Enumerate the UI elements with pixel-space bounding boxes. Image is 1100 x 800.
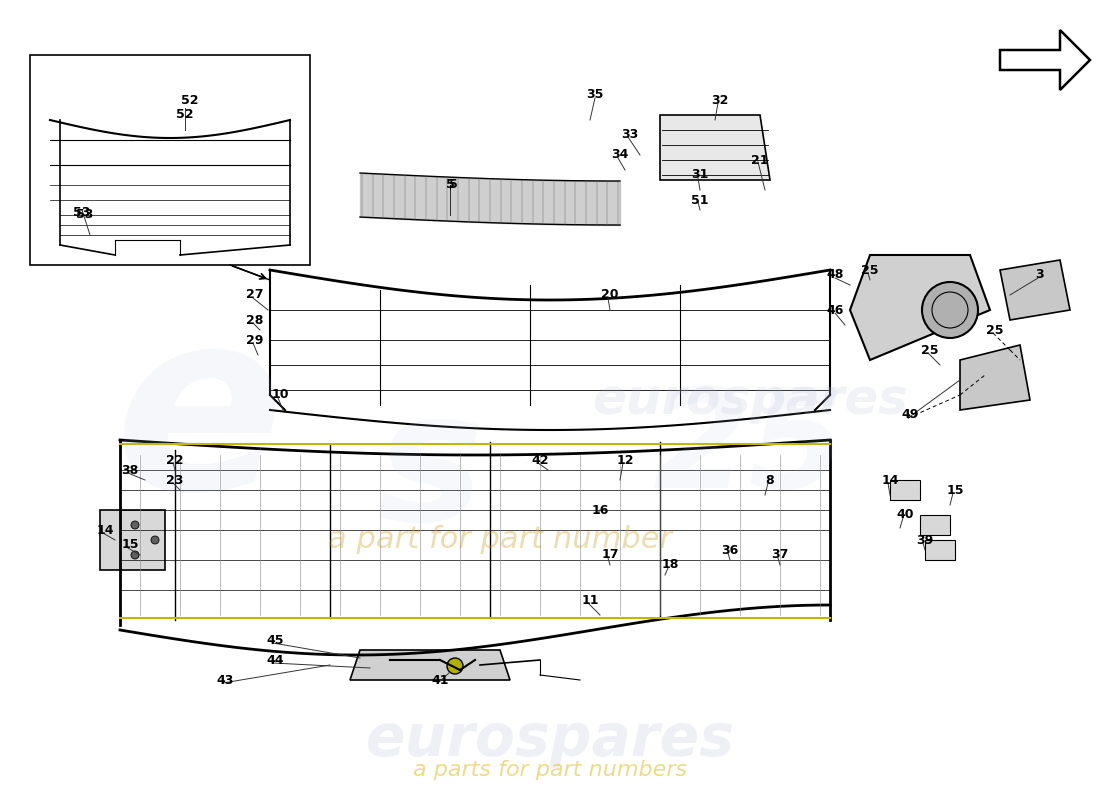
Polygon shape (100, 510, 165, 570)
Polygon shape (850, 255, 990, 360)
Text: 43: 43 (217, 674, 233, 686)
Text: 11: 11 (581, 594, 598, 606)
Text: 29: 29 (246, 334, 264, 346)
Text: 15: 15 (121, 538, 139, 551)
Text: 46: 46 (826, 303, 844, 317)
Circle shape (131, 521, 139, 529)
Text: 53: 53 (74, 206, 90, 219)
Text: 52: 52 (182, 94, 199, 106)
Text: 16: 16 (592, 503, 608, 517)
Text: e: e (116, 299, 285, 541)
Text: 21: 21 (751, 154, 769, 166)
Polygon shape (890, 480, 920, 500)
Text: 37: 37 (771, 549, 789, 562)
Polygon shape (660, 115, 770, 180)
Text: 25: 25 (922, 343, 938, 357)
Circle shape (131, 551, 139, 559)
Text: 8: 8 (766, 474, 774, 486)
Text: 39: 39 (916, 534, 934, 546)
Text: 42: 42 (531, 454, 549, 466)
Text: 49: 49 (901, 409, 918, 422)
Text: a parts for part numbers: a parts for part numbers (412, 760, 688, 780)
Text: 12: 12 (616, 454, 634, 466)
Text: 25: 25 (653, 382, 847, 518)
Text: 28: 28 (246, 314, 264, 326)
Text: 5: 5 (446, 178, 454, 191)
Text: 44: 44 (266, 654, 284, 666)
Text: 31: 31 (691, 169, 708, 182)
Text: 35: 35 (586, 89, 604, 102)
Text: a part for part number: a part for part number (328, 526, 672, 554)
Text: 14: 14 (881, 474, 899, 486)
Text: 18: 18 (661, 558, 679, 571)
Text: eurospares: eurospares (365, 711, 735, 769)
Circle shape (922, 282, 978, 338)
Text: 53: 53 (76, 209, 94, 222)
Polygon shape (350, 650, 510, 680)
Text: 25: 25 (987, 323, 1003, 337)
Circle shape (151, 536, 160, 544)
Text: s: s (376, 382, 484, 558)
Text: 40: 40 (896, 509, 914, 522)
Circle shape (447, 658, 463, 674)
Text: 33: 33 (621, 129, 639, 142)
Text: 20: 20 (602, 289, 618, 302)
Text: 41: 41 (431, 674, 449, 686)
Text: 48: 48 (826, 269, 844, 282)
Text: 45: 45 (266, 634, 284, 646)
Polygon shape (1000, 260, 1070, 320)
Text: 51: 51 (691, 194, 708, 206)
Text: 27: 27 (246, 289, 264, 302)
Polygon shape (925, 540, 955, 560)
Text: 17: 17 (602, 549, 618, 562)
Text: 25: 25 (861, 263, 879, 277)
Text: eurospares: eurospares (592, 376, 908, 424)
Text: 15: 15 (946, 483, 964, 497)
Text: 23: 23 (166, 474, 184, 486)
Text: 10: 10 (272, 389, 288, 402)
Text: 38: 38 (121, 463, 139, 477)
Text: 52: 52 (176, 109, 194, 122)
Polygon shape (960, 345, 1030, 410)
Text: 14: 14 (97, 523, 113, 537)
Text: 3: 3 (1036, 269, 1044, 282)
Text: 32: 32 (712, 94, 728, 106)
Text: 5: 5 (449, 178, 458, 191)
Text: 34: 34 (612, 149, 629, 162)
Polygon shape (920, 515, 950, 535)
Text: 22: 22 (166, 454, 184, 466)
Text: 36: 36 (722, 543, 738, 557)
